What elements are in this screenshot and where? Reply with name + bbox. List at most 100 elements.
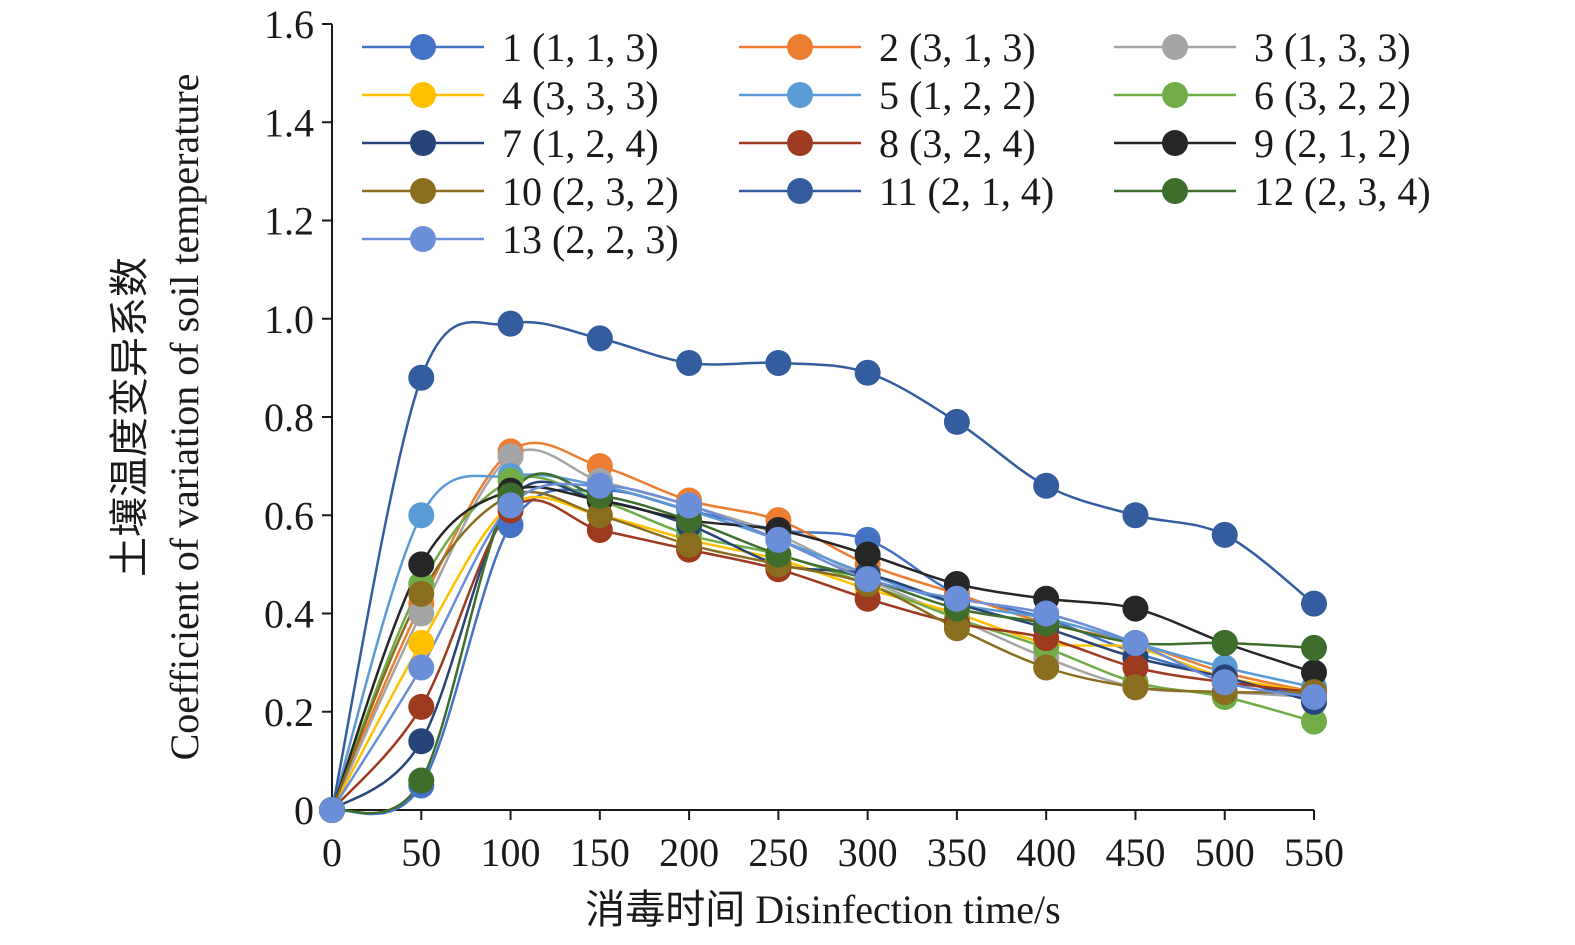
- legend-marker: [410, 226, 436, 252]
- legend-marker: [1162, 34, 1188, 60]
- legend-label: 3 (1, 3, 3): [1254, 25, 1411, 70]
- data-point: [1033, 600, 1060, 627]
- data-point: [1033, 472, 1060, 499]
- legend-label: 7 (1, 2, 4): [502, 121, 659, 166]
- data-point: [1122, 629, 1149, 656]
- x-axis-title: 消毒时间 Disinfection time/s: [585, 887, 1061, 932]
- data-point: [408, 580, 435, 607]
- legend-label: 5 (1, 2, 2): [879, 73, 1036, 118]
- y-tick-label: 1.6: [264, 2, 314, 47]
- data-point: [1122, 674, 1149, 701]
- legend-item: 7 (1, 2, 4): [362, 121, 659, 166]
- legend-item: 6 (3, 2, 2): [1114, 73, 1411, 118]
- data-point: [319, 797, 345, 823]
- x-tick-label: 150: [570, 830, 630, 875]
- series-9: [330, 485, 1315, 811]
- y-ticks: 0 0.2 0.4 0.6 0.8 1.0 1.2 1.4 1.6: [264, 2, 332, 833]
- data-point: [676, 492, 703, 519]
- series-5: [330, 473, 1315, 811]
- legend-marker: [410, 178, 436, 204]
- data-point: [408, 551, 435, 578]
- legend-label: 1 (1, 1, 3): [502, 25, 659, 70]
- data-point: [854, 566, 881, 593]
- data-point: [676, 349, 703, 376]
- x-tick-label: 250: [748, 830, 808, 875]
- data-point: [765, 526, 792, 553]
- y-axis-title-2: Coefficient of variation of soil tempera…: [162, 74, 207, 761]
- legend-marker: [1162, 130, 1188, 156]
- data-point: [943, 585, 970, 612]
- data-point: [1301, 634, 1327, 661]
- data-point: [1301, 684, 1327, 711]
- y-tick-label: 0.6: [264, 493, 314, 538]
- legend-item: 2 (3, 1, 3): [739, 25, 1036, 70]
- legend-marker: [787, 82, 813, 108]
- data-point: [1122, 654, 1149, 681]
- series-12: [331, 472, 1315, 815]
- legend-marker: [787, 34, 813, 60]
- legend-item: 13 (2, 2, 3): [362, 217, 679, 262]
- data-point: [586, 472, 613, 499]
- legend-label: 6 (3, 2, 2): [1254, 73, 1411, 118]
- data-point: [497, 310, 524, 337]
- y-tick-label: 1.4: [264, 100, 314, 145]
- y-tick-label: 0.2: [264, 690, 314, 735]
- legend-item: 10 (2, 3, 2): [362, 169, 679, 214]
- series-line: [330, 485, 1315, 811]
- data-point: [408, 600, 435, 627]
- data-point: [854, 541, 881, 568]
- data-point: [854, 359, 881, 386]
- series-layer: [319, 310, 1327, 823]
- data-point: [1301, 708, 1327, 735]
- data-point: [1301, 659, 1327, 686]
- legend-marker: [787, 178, 813, 204]
- data-point: [497, 443, 524, 470]
- data-point: [408, 629, 435, 656]
- x-tick-label: 400: [1016, 830, 1076, 875]
- series-points-13: [319, 472, 1327, 823]
- series-points-1: [319, 477, 1327, 823]
- y-axis-title: 土壤温度变异系数: [107, 257, 152, 577]
- legend-label: 8 (3, 2, 4): [879, 121, 1036, 166]
- legend-marker: [410, 82, 436, 108]
- legend-label: 12 (2, 3, 4): [1254, 169, 1431, 214]
- y-axis-title-line1: 土壤温度变异系数: [107, 257, 152, 577]
- x-tick-label: 0: [322, 830, 342, 875]
- legend-marker: [410, 130, 436, 156]
- legend: 1 (1, 1, 3) 2 (3, 1, 3) 3 (1, 3, 3) 4 (3, 3…: [362, 25, 1431, 262]
- x-tick-label: 450: [1105, 830, 1165, 875]
- data-point: [408, 502, 435, 529]
- data-point: [408, 693, 435, 720]
- data-point: [408, 364, 435, 391]
- legend-label: 2 (3, 1, 3): [879, 25, 1036, 70]
- x-tick-label: 300: [838, 830, 898, 875]
- series-line: [331, 480, 1315, 812]
- x-tick-label: 550: [1284, 830, 1344, 875]
- series-8: [331, 498, 1315, 811]
- legend-marker: [410, 34, 436, 60]
- legend-label: 4 (3, 3, 3): [502, 73, 659, 118]
- series-points-9: [319, 477, 1327, 823]
- legend-item: 11 (2, 1, 4): [739, 169, 1054, 214]
- legend-item: 5 (1, 2, 2): [739, 73, 1036, 118]
- legend-item: 4 (3, 3, 3): [362, 73, 659, 118]
- legend-label: 13 (2, 2, 3): [502, 217, 679, 262]
- y-tick-label: 0: [294, 788, 314, 833]
- data-point: [1211, 669, 1238, 696]
- series-line: [331, 498, 1315, 811]
- y-tick-label: 1.0: [264, 297, 314, 342]
- x-tick-label: 500: [1195, 830, 1255, 875]
- data-point: [1122, 595, 1149, 622]
- data-point: [586, 502, 613, 529]
- data-point: [1211, 629, 1238, 656]
- x-tick-label: 350: [927, 830, 987, 875]
- legend-marker: [1162, 82, 1188, 108]
- legend-label: 9 (2, 1, 2): [1254, 121, 1411, 166]
- y-tick-label: 0.8: [264, 395, 314, 440]
- legend-marker: [1162, 178, 1188, 204]
- legend-item: 1 (1, 1, 3): [362, 25, 659, 70]
- data-point: [1122, 502, 1149, 529]
- data-point: [408, 654, 435, 681]
- data-point: [408, 767, 435, 794]
